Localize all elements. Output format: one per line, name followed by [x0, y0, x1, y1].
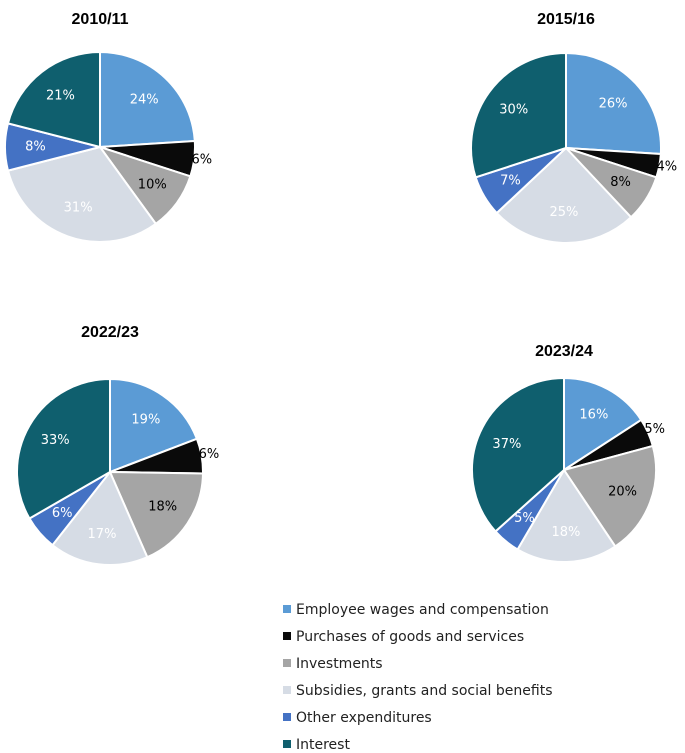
- pie-slice: [108, 470, 205, 559]
- data-label: 10%: [138, 177, 167, 192]
- data-label: 5%: [514, 511, 535, 526]
- data-label: 26%: [599, 96, 628, 111]
- pie-slice: [565, 51, 662, 156]
- legend-swatch: [283, 686, 291, 694]
- data-label: 21%: [46, 88, 75, 103]
- legend-swatch: [283, 713, 291, 721]
- pie-slice: [563, 376, 643, 472]
- data-label: 24%: [130, 92, 159, 107]
- pie-slice: [471, 376, 565, 533]
- chart-title: 2010/11: [72, 11, 129, 28]
- legend-swatch: [283, 632, 291, 640]
- chart-title: 2022/23: [81, 324, 139, 341]
- data-label: 30%: [499, 103, 528, 118]
- data-label: 8%: [610, 175, 631, 190]
- data-label: 6%: [52, 506, 73, 521]
- data-label: 7%: [500, 173, 521, 188]
- legend-label: Investments: [296, 656, 383, 672]
- pie-slice: [495, 146, 633, 244]
- legend-label: Interest: [296, 737, 350, 753]
- data-label: 37%: [492, 437, 521, 452]
- data-label: 18%: [551, 525, 580, 540]
- data-label: 25%: [550, 205, 579, 220]
- data-label: 18%: [148, 500, 177, 515]
- data-label: 6%: [191, 152, 212, 167]
- legend-swatch: [283, 659, 291, 667]
- data-label: 20%: [608, 484, 637, 499]
- pie-slice: [16, 377, 111, 520]
- legend-swatch: [283, 740, 291, 748]
- legend-label: Subsidies, grants and social benefits: [296, 683, 552, 699]
- data-label: 6%: [199, 447, 220, 462]
- chart-title: 2023/24: [535, 343, 593, 360]
- legend-label: Other expenditures: [296, 710, 432, 726]
- data-label: 8%: [25, 140, 46, 155]
- pie-slice: [6, 50, 101, 149]
- data-label: 5%: [644, 422, 665, 437]
- legend-label: Purchases of goods and services: [296, 629, 524, 645]
- pie-slice: [470, 51, 567, 179]
- pie-slice: [109, 377, 199, 474]
- data-label: 19%: [131, 412, 160, 427]
- pie-slice: [6, 145, 158, 243]
- data-label: 31%: [64, 200, 93, 215]
- data-label: 33%: [41, 433, 70, 448]
- legend-label: Employee wages and compensation: [296, 602, 549, 618]
- pie-slice: [516, 468, 617, 563]
- legend-swatch: [283, 605, 291, 613]
- data-label: 16%: [579, 408, 608, 423]
- pie-slice: [562, 444, 657, 548]
- pie-slice: [99, 50, 196, 149]
- data-label: 17%: [88, 527, 117, 542]
- chart-title: 2015/16: [537, 11, 595, 28]
- data-label: 4%: [656, 160, 677, 175]
- pie-slice: [51, 470, 149, 566]
